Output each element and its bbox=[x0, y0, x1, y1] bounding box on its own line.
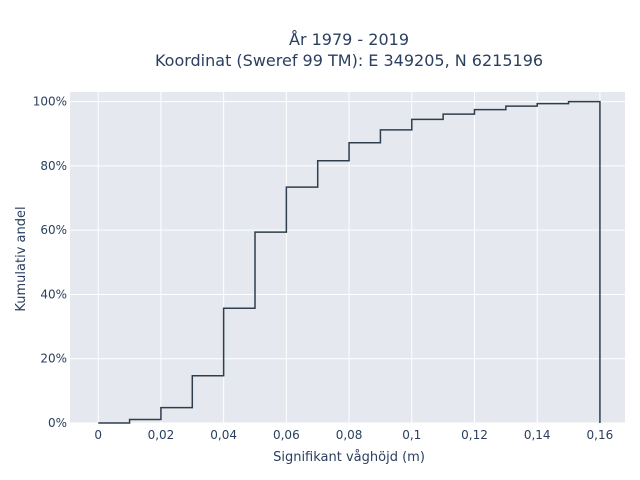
chart-title-line2: Koordinat (Sweref 99 TM): E 349205, N 62… bbox=[155, 51, 543, 70]
x-tick-label: 0,14 bbox=[524, 428, 551, 442]
x-tick-label: 0,1 bbox=[402, 428, 421, 442]
x-axis-ticks: 0 0,02 0,04 0,06 0,08 0,1 0,12 0,14 0,16 bbox=[94, 428, 613, 442]
x-tick-label: 0,08 bbox=[336, 428, 363, 442]
cumulative-step-line bbox=[98, 100, 601, 424]
x-tick-label: 0 bbox=[94, 428, 102, 442]
y-tick-label: 100% bbox=[33, 95, 67, 109]
grid bbox=[70, 92, 625, 424]
x-tick-label: 0,04 bbox=[210, 428, 237, 442]
y-tick-label: 80% bbox=[40, 159, 67, 173]
chart-title-line1: År 1979 - 2019 bbox=[289, 30, 409, 49]
x-tick-label: 0,16 bbox=[587, 428, 614, 442]
y-axis-ticks: 0% 20% 40% 60% 80% 100% bbox=[33, 95, 67, 430]
y-tick-label: 20% bbox=[40, 352, 67, 366]
series bbox=[98, 100, 601, 424]
y-tick-label: 40% bbox=[40, 287, 67, 301]
y-axis-label: Kumulativ andel bbox=[14, 206, 29, 311]
y-tick-label: 60% bbox=[40, 223, 67, 237]
plot-area bbox=[70, 92, 625, 423]
y-tick-label: 0% bbox=[48, 416, 67, 430]
x-tick-label: 0,06 bbox=[273, 428, 300, 442]
x-tick-label: 0,02 bbox=[148, 428, 175, 442]
x-tick-label: 0,12 bbox=[461, 428, 488, 442]
x-axis-label: Signifikant våghöjd (m) bbox=[273, 450, 425, 465]
